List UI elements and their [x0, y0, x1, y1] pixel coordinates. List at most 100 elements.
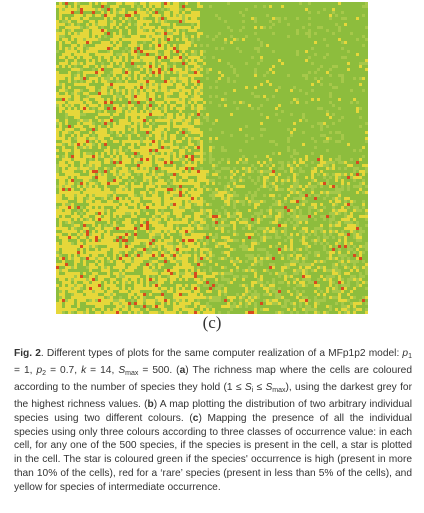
map-cell [143, 119, 147, 123]
map-cell [290, 113, 294, 117]
map-cell [347, 80, 351, 84]
map-cell [125, 122, 129, 126]
map-cell [158, 95, 162, 99]
map-cell [176, 74, 180, 78]
map-cell [305, 29, 309, 33]
map-cell [86, 80, 90, 84]
map-cell [332, 50, 336, 54]
map-cell [131, 29, 135, 33]
map-cell [353, 122, 357, 126]
map-cell [173, 128, 177, 132]
map-cell [242, 11, 246, 15]
map-cell [296, 41, 300, 45]
map-cell [299, 107, 303, 111]
map-cell [194, 47, 198, 51]
map-cell [176, 20, 180, 24]
map-cell [179, 107, 183, 111]
map-cell [308, 104, 312, 108]
map-cell [143, 116, 147, 120]
map-cell [152, 68, 156, 72]
map-cell [188, 71, 192, 75]
map-cell [326, 140, 330, 144]
map-cell [89, 122, 93, 126]
map-cell [212, 125, 216, 129]
map-cell [239, 68, 243, 72]
map-cell [311, 68, 315, 72]
map-cell [245, 17, 249, 21]
map-cell [242, 104, 246, 108]
map-cell [86, 98, 90, 102]
map-cell [314, 11, 318, 15]
map-cell [206, 29, 210, 33]
map-cell [170, 5, 174, 9]
map-cell [56, 128, 60, 132]
map-cell [263, 11, 267, 15]
map-cell [293, 116, 297, 120]
map-cell [116, 143, 120, 147]
map-cell [65, 92, 69, 96]
map-cell [83, 2, 87, 6]
map-cell [254, 29, 258, 33]
map-cell [233, 47, 237, 51]
map-cell [347, 101, 351, 105]
map-cell [269, 116, 273, 120]
map-cell [173, 59, 177, 63]
map-cell [191, 71, 195, 75]
map-cell [338, 68, 342, 72]
map-cell [221, 11, 225, 15]
map-cell [233, 110, 237, 114]
map-cell [284, 83, 288, 87]
map-cell [332, 92, 336, 96]
map-cell [182, 32, 186, 36]
map-cell [341, 65, 345, 69]
map-cell [146, 26, 150, 30]
map-cell [134, 44, 138, 48]
map-cell [266, 119, 270, 123]
map-cell [167, 77, 171, 81]
map-cell [59, 80, 63, 84]
map-cell [314, 92, 318, 96]
map-cell [287, 41, 291, 45]
map-cell [197, 41, 201, 45]
map-cell [137, 35, 141, 39]
map-cell [296, 32, 300, 36]
map-cell [326, 92, 330, 96]
map-cell [131, 122, 135, 126]
map-cell [365, 92, 369, 96]
map-cell [137, 44, 141, 48]
map-cell [365, 74, 369, 78]
map-cell [59, 62, 63, 66]
map-cell [245, 29, 249, 33]
map-cell [56, 116, 60, 120]
map-cell [260, 68, 264, 72]
map-cell [110, 41, 114, 45]
map-cell [287, 47, 291, 51]
map-cell [257, 95, 261, 99]
map-cell [302, 17, 306, 21]
map-cell [269, 11, 273, 15]
map-cell [74, 140, 78, 144]
map-cell [338, 32, 342, 36]
map-cell [353, 98, 357, 102]
map-cell [356, 8, 360, 12]
map-cell [224, 71, 228, 75]
map-cell [260, 143, 264, 147]
map-cell [344, 32, 348, 36]
map-cell [260, 140, 264, 144]
map-cell [188, 137, 192, 141]
map-cell [299, 53, 303, 57]
map-cell [323, 134, 327, 138]
map-cell [143, 125, 147, 129]
map-cell [110, 29, 114, 33]
map-cell [203, 71, 207, 75]
map-cell [272, 26, 276, 30]
map-cell [191, 122, 195, 126]
map-cell [221, 8, 225, 12]
map-cell [230, 44, 234, 48]
map-cell [59, 95, 63, 99]
map-cell [230, 32, 234, 36]
map-cell [341, 53, 345, 57]
map-cell [164, 134, 168, 138]
map-cell [101, 65, 105, 69]
map-cell [350, 38, 354, 42]
